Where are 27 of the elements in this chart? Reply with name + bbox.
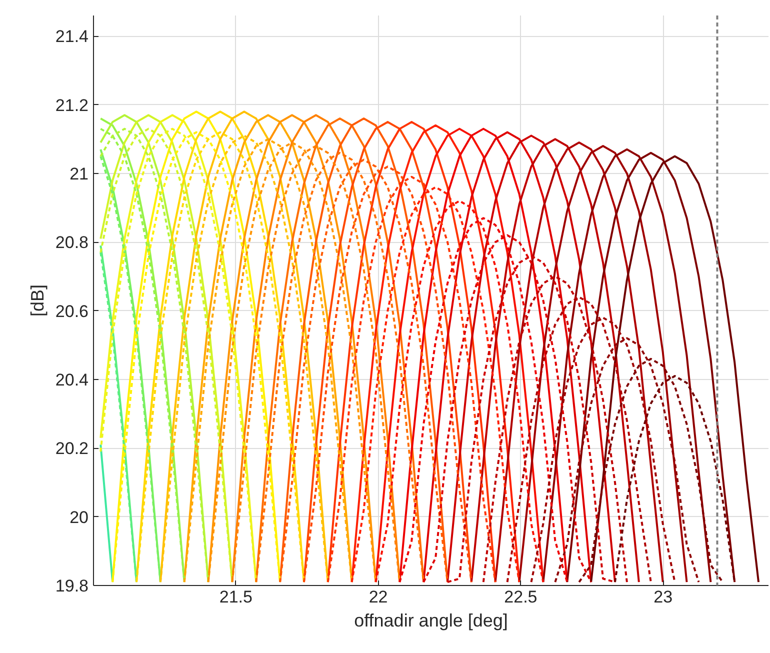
y-tick-label: 21.4 [55,27,89,46]
y-tick-label: 19.8 [55,576,89,596]
x-tick-label: 23 [654,588,673,606]
y-tick-label: 21.2 [55,96,89,115]
y-tick-label: 20 [70,508,89,527]
line-series [518,144,688,584]
line-series [590,155,760,584]
line-series [566,152,736,584]
y-tick-label: 20.6 [55,302,89,321]
line-series [554,337,700,584]
line-series [482,275,628,584]
line-series [542,148,712,584]
line-series [530,316,676,584]
x-axis-title: offnadir angle [deg] [354,610,508,630]
line-series [494,142,664,584]
line-series [578,358,724,584]
line-series [506,296,652,584]
y-tick-label: 20.2 [55,439,89,458]
y-axis-title: [dB] [27,284,48,317]
y-tick-label: 20.8 [55,233,89,252]
y-tick-label: 20.4 [55,370,89,390]
x-tick-label: 22.5 [504,588,538,606]
line-series [470,138,640,584]
x-tick-label: 21.5 [219,588,252,606]
line-series [614,375,736,584]
x-tick-label: 22 [368,588,388,606]
y-tick-label: 21 [70,164,89,184]
